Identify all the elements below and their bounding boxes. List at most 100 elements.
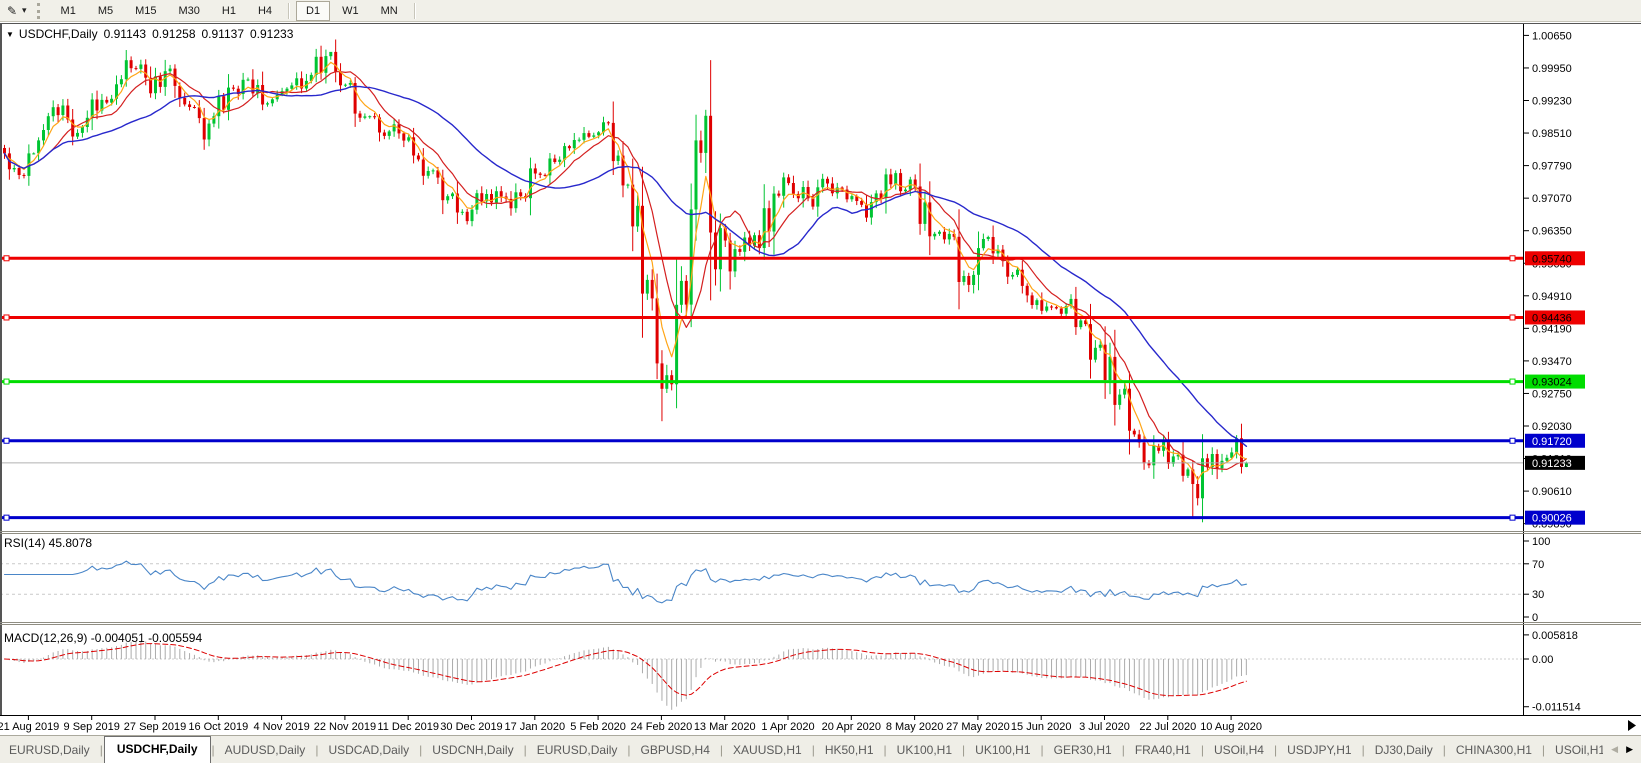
macd-axis-label: 0.00 <box>1532 654 1553 666</box>
hline-handle[interactable] <box>3 514 10 521</box>
chart-window[interactable]: 1.00650 0.99950 0.99230 0.98510 0.97790 0.970… <box>0 22 1641 735</box>
price-axis-label: 0.99230 <box>1532 96 1572 108</box>
tab-usdcad-daily[interactable]: USDCAD,Daily <box>328 742 410 757</box>
tab-ger30-h1[interactable]: GER30,H1 <box>1053 742 1112 757</box>
tab-separator: | <box>1200 742 1204 757</box>
price-axis-label: 0.92750 <box>1532 388 1572 400</box>
tab-xauusd-h1[interactable]: XAUUSD,H1 <box>733 742 802 757</box>
date-axis-label: 27 May 2020 <box>946 721 1010 733</box>
ohlc-open: 0.91143 <box>103 27 147 41</box>
hline-0.94436[interactable] <box>0 314 1523 321</box>
tab-usoil-h1[interactable]: USOil,H1 <box>1555 742 1604 757</box>
date-axis-label: 4 Nov 2019 <box>253 721 309 733</box>
macd-axis-label: 0.005818 <box>1532 630 1578 642</box>
price-axis-label: 0.96350 <box>1532 226 1572 238</box>
timeframe-button-d1[interactable]: D1 <box>296 0 331 21</box>
ma-slow-line <box>3 85 1248 447</box>
date-axis-label: 17 Jan 2020 <box>505 721 566 733</box>
tab-eurusd-daily[interactable]: EURUSD,Daily <box>536 742 618 757</box>
tab-scroll-controls: ◀ ▶ <box>1603 736 1641 763</box>
hline-handle[interactable] <box>3 255 10 262</box>
date-axis-label: 8 May 2020 <box>886 721 943 733</box>
hline-0.90026[interactable] <box>0 514 1523 521</box>
tab-usdjpy-h1[interactable]: USDJPY,H1 <box>1287 742 1352 757</box>
hline-0.95740[interactable] <box>0 255 1523 262</box>
caret-down-icon[interactable]: ▾ <box>22 5 27 15</box>
rsi-axis-label: 70 <box>1532 559 1544 571</box>
ohlc-low: 0.91137 <box>201 27 245 41</box>
tab-separator: | <box>99 742 103 757</box>
price-axis-label: 0.92030 <box>1532 421 1572 433</box>
svg-text:0.91233: 0.91233 <box>1532 458 1572 470</box>
tab-usoil-h4[interactable]: USOil,H4 <box>1213 742 1264 757</box>
macd-axis-label: -0.011514 <box>1532 702 1581 714</box>
price-badge-0.95740: 0.95740 <box>1525 251 1585 266</box>
date-axis-label: 11 Dec 2019 <box>377 721 439 733</box>
tab-usdchf-daily[interactable]: USDCHF,Daily <box>103 736 211 763</box>
tab-scroll-right-icon[interactable]: ▶ <box>1626 744 1633 754</box>
hline-0.93024[interactable] <box>0 378 1523 385</box>
timeframe-button-m15[interactable]: M15 <box>135 4 157 17</box>
hline-handle[interactable] <box>1509 255 1516 262</box>
rsi-pane-content <box>0 560 1523 604</box>
hline-handle[interactable] <box>1509 437 1516 444</box>
tab-uk100-h1[interactable]: UK100,H1 <box>975 742 1031 757</box>
tab-uk100-h1[interactable]: UK100,H1 <box>896 742 953 757</box>
price-axis-label: 0.97070 <box>1532 193 1572 205</box>
price-chart-svg[interactable]: 1.00650 0.99950 0.99230 0.98510 0.97790 0.970… <box>0 22 1641 735</box>
tab-separator: | <box>719 742 724 757</box>
timeframe-button-mn[interactable]: MN <box>380 4 398 17</box>
hline-handle[interactable] <box>3 437 10 444</box>
toolbar: ✎ ▾ M1 M5 M15 M30 H1 H4 D1 W1 MN <box>0 0 1641 22</box>
axis-end-arrow-icon[interactable] <box>1628 720 1636 731</box>
tab-fra40-h1[interactable]: FRA40,H1 <box>1134 742 1191 757</box>
tab-usdcnh-daily[interactable]: USDCNH,Daily <box>432 742 514 757</box>
tab-gbpusd-h4[interactable]: GBPUSD,H4 <box>640 742 710 757</box>
date-axis-label: 22 Nov 2019 <box>314 721 376 733</box>
timeframe-button-m30[interactable]: M30 <box>178 4 200 17</box>
timeframe-button-group: M1 M5 M15 M30 H1 H4 D1 W1 MN <box>50 0 421 22</box>
rsi-indicator-label: RSI(14) 45.8078 <box>4 536 93 550</box>
hline-handle[interactable] <box>1509 514 1516 521</box>
timeframe-button-w1[interactable]: W1 <box>342 4 359 17</box>
price-axis-label: 0.97790 <box>1532 161 1572 173</box>
tab-separator: | <box>962 742 966 757</box>
macd-pane-content <box>0 640 1523 710</box>
chart-tabs-bar: EURUSD,Daily | USDCHF,Daily | AUDUSD,Daily | U… <box>0 735 1641 763</box>
tab-separator: | <box>1541 742 1546 757</box>
collapse-triangle-icon[interactable]: ▼ <box>6 29 14 39</box>
ma-fast-line <box>3 71 1248 470</box>
tab-hk50-h1[interactable]: HK50,H1 <box>824 742 874 757</box>
price-axis-label: 0.94910 <box>1532 291 1572 303</box>
pen-cursor-icon[interactable]: ✎ <box>6 3 18 18</box>
toolbar-grip <box>36 2 40 19</box>
date-axis-label: 10 Aug 2020 <box>1200 721 1262 733</box>
price-axis-label: 0.90610 <box>1532 486 1572 498</box>
ohlc-close: 0.91233 <box>250 27 294 41</box>
tab-separator: | <box>1273 742 1278 757</box>
timeframe-button-h1[interactable]: H1 <box>221 4 236 17</box>
date-axis-label: 22 Jul 2020 <box>1139 721 1196 733</box>
ma-mid-line <box>3 61 1248 481</box>
hline-handle[interactable] <box>1509 378 1516 385</box>
rsi-axis-label: 100 <box>1532 536 1550 548</box>
timeframe-button-m1[interactable]: M1 <box>60 4 76 17</box>
hline-0.91720[interactable] <box>0 437 1523 444</box>
tab-dj30-daily[interactable]: DJ30,Daily <box>1374 742 1433 757</box>
tab-eurusd-daily[interactable]: EURUSD,Daily <box>9 742 90 757</box>
tab-separator: | <box>627 742 631 757</box>
date-axis-label: 30 Dec 2019 <box>440 721 502 733</box>
hline-handle[interactable] <box>1509 314 1516 321</box>
macd-signal-line <box>4 643 1247 697</box>
tab-scroll-left-icon[interactable]: ◀ <box>1611 744 1619 754</box>
price-axis-label: 1.00650 <box>1532 30 1572 42</box>
date-axis-label: 9 Sep 2019 <box>64 721 120 733</box>
hline-handle[interactable] <box>3 314 10 321</box>
tab-audusd-daily[interactable]: AUDUSD,Daily <box>224 742 306 757</box>
timeframe-button-h4[interactable]: H4 <box>257 4 273 17</box>
hline-handle[interactable] <box>3 378 10 385</box>
chart-tabs: EURUSD,Daily | USDCHF,Daily | AUDUSD,Daily | U… <box>0 736 1603 763</box>
tab-china300-h1[interactable]: CHINA300,H1 <box>1455 742 1532 757</box>
timeframe-button-m5[interactable]: M5 <box>97 4 114 17</box>
tab-separator: | <box>1442 742 1446 757</box>
